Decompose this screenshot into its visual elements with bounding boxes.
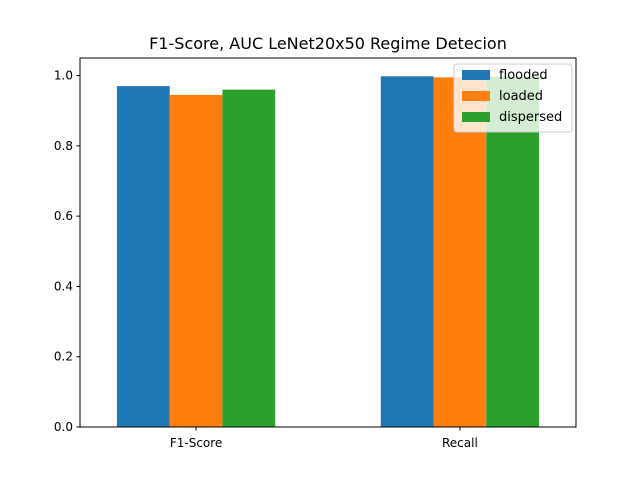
legend: flooded loaded dispersed — [453, 63, 573, 133]
y-tick-label: 0.2 — [54, 350, 73, 364]
x-tick-label: Recall — [442, 436, 478, 450]
legend-label-dispersed: dispersed — [499, 110, 562, 125]
y-tick-label: 1.0 — [54, 69, 73, 83]
bar-loaded-recall — [433, 77, 487, 427]
chart-title: F1-Score, AUC LeNet20x50 Regime Detecion — [149, 34, 507, 53]
legend-swatch-loaded — [462, 91, 490, 101]
bar-flooded-f1-score — [116, 86, 170, 427]
y-tick-label: 0.0 — [54, 420, 73, 434]
legend-label-flooded: flooded — [499, 68, 548, 83]
bar-flooded-recall — [380, 76, 434, 427]
bars-layer — [116, 76, 540, 428]
y-tick-label: 0.8 — [54, 139, 73, 153]
y-tick-label: 0.6 — [54, 209, 73, 223]
axes-layer: 0.0 0.2 0.4 0.6 0.8 1.0 F1-Score Recall — [54, 57, 577, 450]
plot-frame — [79, 57, 577, 428]
legend-label-loaded: loaded — [499, 89, 543, 104]
y-tick-label: 0.4 — [54, 279, 73, 293]
bar-loaded-f1-score — [169, 94, 223, 428]
legend-swatch-flooded — [462, 70, 490, 80]
bar-dispersed-recall — [486, 76, 540, 427]
bar-dispersed-f1-score — [222, 89, 276, 427]
legend-swatch-dispersed — [462, 112, 490, 122]
x-tick-label: F1-Score — [170, 436, 222, 450]
